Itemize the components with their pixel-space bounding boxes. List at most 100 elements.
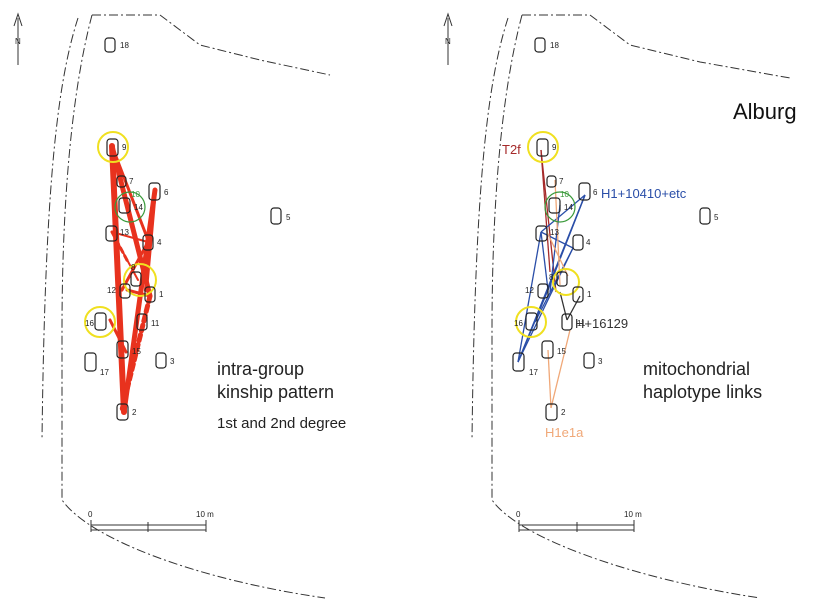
grave-2	[116, 403, 129, 421]
haplotype-label-h16129: H+16129	[575, 316, 628, 331]
scale-start-label: 0	[516, 510, 521, 519]
grave-label: 12	[525, 286, 534, 295]
highlight-circle-9	[527, 131, 559, 163]
grave-17	[84, 352, 97, 372]
grave-label: 8	[549, 273, 554, 282]
grave-label: 11	[577, 319, 586, 328]
grave-label: 15	[557, 347, 566, 356]
grave-9	[106, 138, 119, 157]
grave-9	[536, 138, 549, 157]
grave-label: 3	[170, 357, 175, 366]
grave-label: 18	[550, 41, 559, 50]
grave-label: 7	[559, 177, 564, 186]
haplotype-label-t2f: T2f	[502, 142, 521, 157]
grave-label: 13	[550, 228, 559, 237]
grave-7	[116, 175, 127, 188]
grave-numbers-left: 18 9 7 10 14 6 13 4 5 8 12 1 16 11 15 17…	[85, 41, 291, 417]
grave-label: 16	[85, 319, 94, 328]
grave-12	[119, 283, 131, 299]
site-boundary	[41, 17, 79, 441]
grave-15	[116, 340, 129, 359]
graves-left	[84, 37, 282, 421]
grave-6	[578, 182, 591, 201]
grave-label: 8	[131, 263, 136, 272]
highlight-circle-16	[515, 306, 547, 338]
highlight-circle-16	[84, 306, 116, 338]
scale-bar: 0 10 m	[88, 510, 214, 532]
grave-label: 10	[560, 190, 569, 199]
grave-12	[537, 283, 549, 299]
haplotype-label-h1e1a: H1e1a	[545, 425, 584, 440]
grave-5	[270, 207, 282, 225]
left-caption-line1: intra-group	[217, 359, 304, 379]
highlight-circle-10	[544, 191, 576, 223]
grave-label: 14	[564, 203, 573, 212]
grave-18	[104, 37, 116, 53]
highlight-circle-8	[123, 263, 157, 297]
grave-label: 9	[552, 143, 557, 152]
grave-label: 10	[131, 190, 140, 199]
right-caption-line1: mitochondrial	[643, 359, 750, 379]
site-boundary	[471, 17, 509, 441]
grave-numbers-right: 18 9 7 10 14 6 13 4 5 8 12 1 16 11 15 17…	[514, 41, 719, 417]
right-caption-line2: haplotype links	[643, 382, 762, 402]
grave-label: 5	[714, 213, 719, 222]
grave-label: 14	[134, 203, 143, 212]
grave-18	[534, 37, 546, 53]
scale-start-label: 0	[88, 510, 93, 519]
highlight-circle-10	[114, 191, 146, 223]
grave-16	[94, 312, 107, 331]
grave-14	[548, 197, 561, 214]
grave-label: 2	[132, 408, 137, 417]
grave-label: 6	[164, 188, 169, 197]
grave-label: 3	[598, 357, 603, 366]
site-boundary-top	[522, 14, 791, 79]
grave-16	[525, 312, 538, 331]
scale-bar: 0 10 m	[516, 510, 642, 532]
grave-label: 13	[120, 228, 129, 237]
grave-label: 4	[586, 238, 591, 247]
left-panel: N	[13, 12, 346, 599]
grave-label: 5	[286, 213, 291, 222]
grave-11	[561, 313, 573, 331]
grave-11	[136, 313, 148, 331]
scale-end-label: 10 m	[624, 510, 642, 519]
grave-label: 1	[587, 290, 592, 299]
grave-5	[699, 207, 711, 225]
haplotype-links	[517, 149, 586, 409]
grave-label: 17	[529, 368, 538, 377]
highlight-circle-8	[552, 268, 580, 296]
left-caption-line2: kinship pattern	[217, 382, 334, 402]
grave-label: 12	[107, 286, 116, 295]
grave-13	[535, 225, 548, 242]
grave-13	[105, 225, 118, 242]
grave-17	[512, 352, 525, 372]
grave-label: 18	[120, 41, 129, 50]
haplotype-label-h1: H1+10410+etc	[601, 186, 687, 201]
grave-1	[572, 286, 584, 303]
grave-label: 11	[151, 319, 160, 328]
north-arrow-icon: N	[13, 12, 23, 65]
site-boundary-outer	[61, 14, 326, 599]
site-title: Alburg	[733, 99, 797, 124]
grave-label: 15	[132, 347, 141, 356]
grave-15	[541, 340, 554, 359]
graves-right	[512, 37, 711, 421]
grave-7	[546, 175, 557, 188]
grave-label: 9	[122, 143, 127, 152]
grave-label: 7	[129, 177, 134, 186]
grave-3	[583, 352, 595, 369]
grave-4	[572, 234, 584, 251]
left-caption-line3: 1st and 2nd degree	[217, 415, 346, 432]
north-arrow-icon: N	[443, 12, 453, 65]
grave-2	[545, 403, 558, 421]
grave-label: 1	[159, 290, 164, 299]
grave-label: 17	[100, 368, 109, 377]
grave-1	[144, 286, 156, 303]
grave-label: 4	[157, 238, 162, 247]
grave-label: 16	[514, 319, 523, 328]
grave-8	[130, 271, 142, 287]
grave-14	[118, 197, 131, 214]
scale-end-label: 10 m	[196, 510, 214, 519]
